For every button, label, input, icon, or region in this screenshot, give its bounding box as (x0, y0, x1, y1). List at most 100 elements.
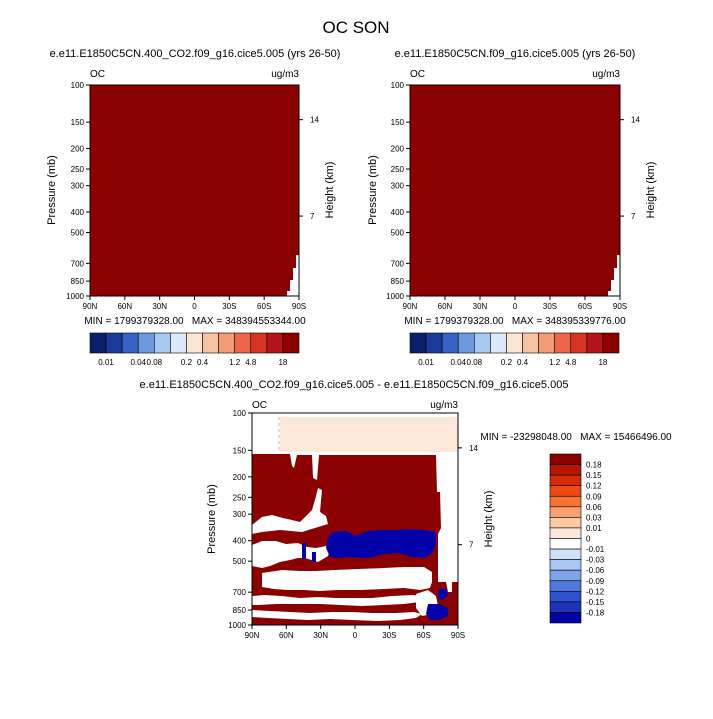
y-tick-label: 300 (391, 182, 405, 191)
x-tick-label: 30N (473, 302, 488, 311)
colorbar-diff-label: -0.03 (586, 556, 605, 565)
colorbar-swatch (282, 332, 300, 354)
y-tick-label: 250 (233, 493, 247, 502)
x-tick-label: 90N (83, 302, 98, 311)
colorbar-diff-label: -0.09 (586, 577, 605, 586)
panel-1-white-patch (287, 255, 299, 296)
panel-3-stats: MIN = -23298048.00 MAX = 15466496.00 (480, 432, 672, 443)
white-band-550 (262, 567, 432, 591)
colorbar-diff-swatch (549, 474, 582, 486)
height-tick-label: 7 (631, 212, 636, 221)
x-tick-label: 60N (438, 302, 453, 311)
x-tick-label: 30S (382, 631, 396, 640)
colorbar-diff-swatch (549, 506, 582, 518)
colorbar-swatch (490, 332, 507, 354)
panel-2-white-patch (608, 255, 620, 296)
colorbar-label: 1.2 (229, 358, 241, 367)
y-tick-label: 250 (71, 165, 85, 174)
panel-1-title: e.e11.E1850C5CN.400_CO2.f09_g16.cice5.00… (50, 48, 341, 60)
height-tick-label: 14 (310, 116, 319, 125)
y-tick-label: 150 (233, 446, 247, 455)
colorbar-diff-label: 0.15 (586, 471, 602, 480)
colorbar-swatch (441, 332, 459, 354)
colorbar-diff-label: 0.06 (586, 503, 602, 512)
panel-2: e.e11.E1850C5CN.f09_g16.cice5.005 (yrs 2… (367, 48, 657, 327)
colorbar-swatch (121, 332, 139, 354)
panel-1: e.e11.E1850C5CN.400_CO2.f09_g16.cice5.00… (46, 48, 340, 327)
colorbar-swatch (218, 332, 235, 354)
colorbar-label: 0.08 (467, 358, 483, 367)
colorbar-swatch (522, 332, 539, 354)
colorbar-diff-swatch (549, 495, 582, 508)
colorbar-swatch (554, 332, 572, 354)
colorbar-label: 0.04 (450, 358, 466, 367)
panel-1-right-label: ug/m3 (271, 69, 299, 80)
colorbar-diff-swatch (549, 538, 582, 550)
upper-white-1 (252, 488, 328, 534)
colorbar-diff-label: 0 (586, 535, 591, 544)
y-tick-label: 850 (391, 277, 405, 286)
y-tick-label: 700 (71, 259, 85, 268)
x-tick-label: 30S (543, 302, 557, 311)
negative-streak-2 (312, 552, 316, 562)
colorbar-diff-label: 0.03 (586, 513, 602, 522)
x-tick-label: 30S (222, 302, 236, 311)
x-tick-label: 30N (313, 631, 328, 640)
colorbar-swatch (234, 332, 252, 354)
colorbar-swatch (409, 332, 427, 354)
height-tick-label: 14 (631, 116, 640, 125)
colorbar-diff-swatch (549, 612, 582, 624)
colorbar-diff-label: 0.12 (586, 482, 602, 491)
panel-1-ylabel: Pressure (mb) (46, 155, 58, 225)
white-band-700 (252, 595, 426, 606)
colorbar-diff-label: -0.12 (586, 587, 605, 596)
colorbar-swatch (425, 332, 443, 354)
y-tick-label: 400 (71, 208, 85, 217)
colorbar-diff-label: -0.18 (586, 608, 605, 617)
colorbar-diff-swatch (549, 559, 582, 571)
panel-3-title: e.e11.E1850C5CN.400_CO2.f09_g16.cice5.00… (140, 379, 569, 391)
colorbar-swatch (105, 332, 123, 354)
panel-3-field (252, 413, 458, 625)
colorbar-swatch (186, 332, 203, 354)
x-tick-label: 60N (279, 631, 294, 640)
panel-2-right-label: ug/m3 (592, 69, 620, 80)
negative-region-main (326, 529, 436, 558)
y-tick-label: 1000 (228, 621, 246, 630)
y-tick-label: 500 (233, 557, 247, 566)
negative-streak-1 (302, 542, 306, 560)
panel-1-left-label: OC (90, 69, 105, 80)
panel-1-y-axis: 100 150 200 250 300 400 500 700 850 1000 14 7 (66, 81, 319, 301)
x-tick-label: 60N (117, 302, 132, 311)
panel-2-stats: MIN = 1799379328.00 MAX = 348395339776.0… (404, 316, 626, 327)
panel-1-ylabel-right: Height (km) (324, 162, 336, 219)
y-tick-label: 700 (391, 259, 405, 268)
panel-3-ylabel: Pressure (mb) (206, 484, 218, 554)
colorbar-swatch (154, 332, 171, 354)
colorbar-2: 0.01 0.04 0.08 0.2 0.4 1.2 4.8 18 (409, 332, 620, 367)
panel-3: e.e11.E1850C5CN.400_CO2.f09_g16.cice5.00… (140, 379, 673, 640)
colorbar-label: 1.2 (549, 358, 561, 367)
y-tick-label: 850 (71, 277, 85, 286)
panel-2-x-axis: 90N 60N 30N 0 30S 60S 90S (403, 296, 627, 311)
colorbar-diff-swatch (549, 601, 582, 613)
colorbar-label: 18 (598, 358, 607, 367)
negative-region-south-1 (426, 604, 448, 620)
x-tick-label: 90S (451, 631, 465, 640)
colorbar-diff-swatch (549, 517, 582, 529)
y-tick-label: 500 (391, 228, 405, 237)
colorbar-diff-swatch (549, 464, 582, 476)
panel-2-ylabel: Pressure (mb) (367, 155, 379, 225)
colorbar-diff-label: 0.18 (586, 461, 602, 470)
height-tick-label: 7 (310, 212, 315, 221)
x-tick-label: 90N (245, 631, 260, 640)
colorbar-swatch (570, 332, 588, 354)
x-tick-label: 30N (152, 302, 167, 311)
colorbar-swatch (89, 332, 107, 354)
x-tick-label: 90N (403, 302, 418, 311)
colorbar-swatch (137, 332, 155, 354)
y-tick-label: 400 (391, 208, 405, 217)
y-tick-label: 500 (71, 228, 85, 237)
y-tick-label: 150 (71, 118, 85, 127)
colorbar-diff-swatch (549, 569, 582, 582)
